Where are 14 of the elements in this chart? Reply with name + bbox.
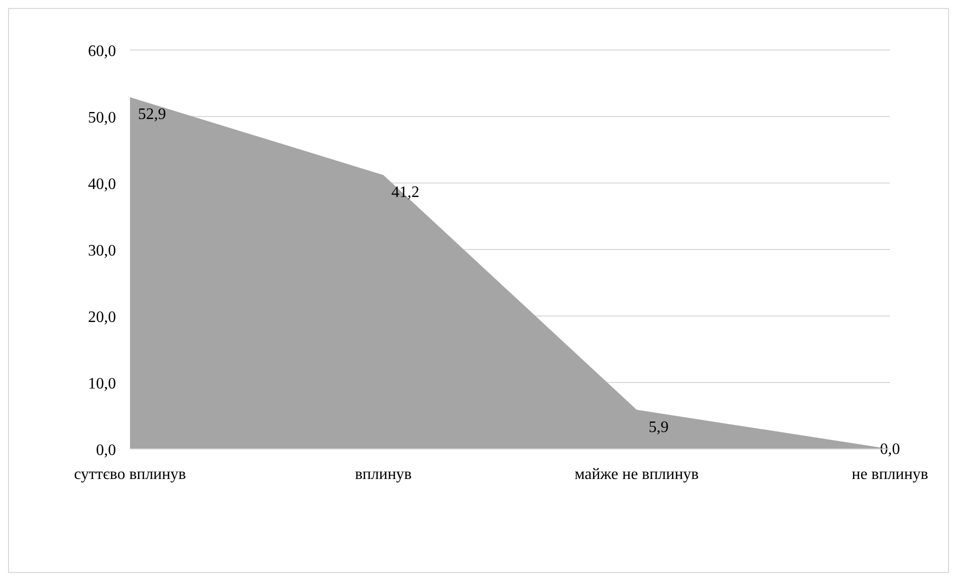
y-tick-label: 50,0 bbox=[88, 110, 116, 126]
data-label: 5,9 bbox=[648, 418, 669, 436]
x-tick-label: майже не вплинув bbox=[574, 466, 700, 483]
x-tick-label: вплинув bbox=[354, 466, 412, 483]
x-tick-label: суттєво вплинув bbox=[74, 466, 186, 483]
data-label: 52,9 bbox=[138, 106, 166, 124]
data-label: 41,2 bbox=[391, 184, 420, 202]
y-tick-label: 30,0 bbox=[88, 242, 116, 260]
y-tick-label: 10,0 bbox=[88, 376, 116, 392]
y-tick-label: 0,0 bbox=[96, 442, 116, 459]
y-tick-label: 20,0 bbox=[88, 309, 116, 326]
x-tick-label: не вплинув bbox=[852, 466, 929, 483]
y-tick-label: 60,0 bbox=[88, 43, 116, 60]
y-tick-label: 40,0 bbox=[88, 176, 116, 193]
